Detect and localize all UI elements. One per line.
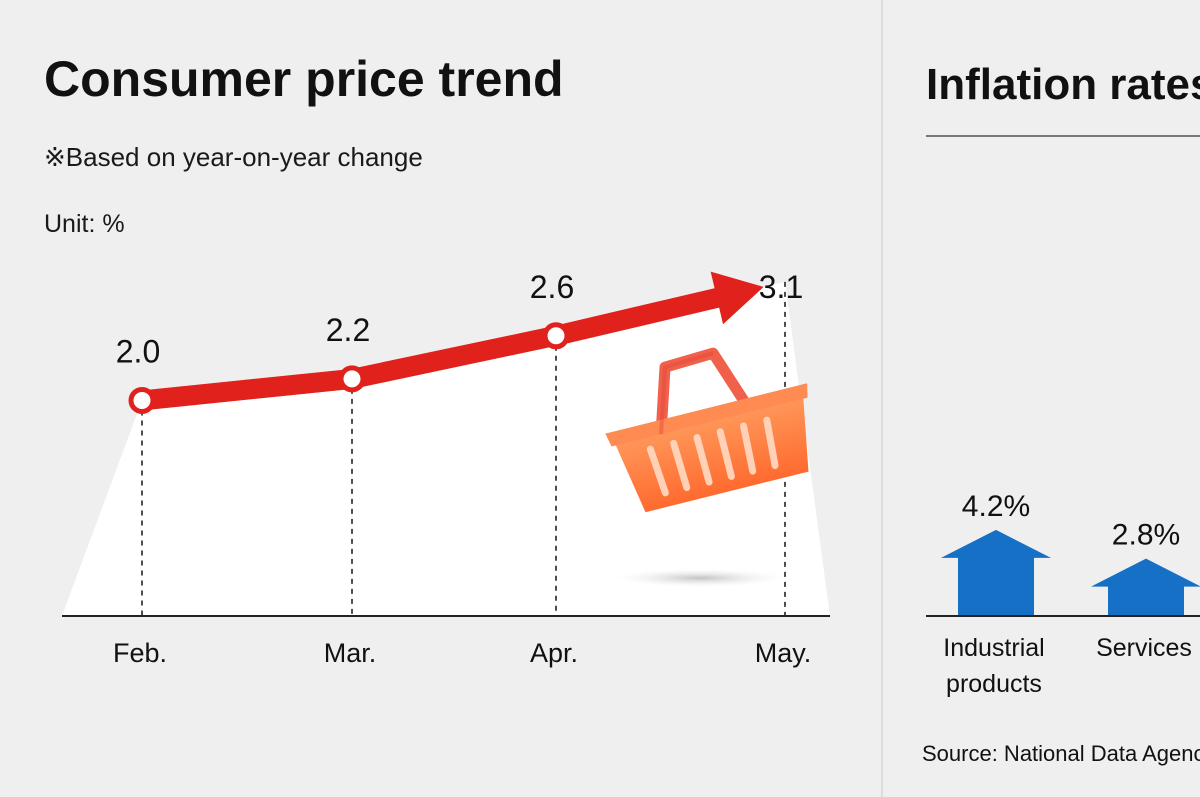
x-tick-label: Mar. (324, 638, 377, 668)
category-label: Services (1096, 634, 1192, 662)
value-label: 2.0 (116, 333, 160, 369)
data-point-marker (128, 386, 156, 414)
trend-line (140, 286, 725, 411)
category-label: Industrial (943, 634, 1044, 662)
value-label: 3.1 (759, 269, 803, 305)
source-note: Source: National Data Agency (922, 741, 1200, 766)
chart-title: Consumer price trend (44, 51, 564, 107)
rate-value-label: 2.8% (1112, 519, 1180, 552)
x-tick-label: May. (755, 638, 812, 668)
inflation-rates-chart: Inflation rates 4.2% Industrial products 2.… (922, 60, 1200, 766)
up-arrow-icon (941, 529, 1051, 616)
data-point-marker (542, 322, 570, 350)
x-tick-label: Feb. (113, 638, 167, 668)
unit-label: Unit: % (44, 210, 125, 238)
consumer-price-chart: Consumer price trend ※Based on year-on-y… (44, 51, 830, 668)
up-arrow-icon (1091, 558, 1200, 616)
area-fill (62, 281, 830, 616)
value-label: 2.6 (530, 269, 574, 305)
data-point-marker (338, 365, 366, 393)
chart-subtitle: ※Based on year-on-year change (44, 142, 423, 172)
x-tick-label: Apr. (530, 638, 578, 668)
category-label: products (946, 670, 1042, 698)
inflation-title: Inflation rates (926, 60, 1200, 109)
rate-value-label: 4.2% (962, 490, 1030, 523)
shopping-basket-icon (605, 347, 809, 587)
value-label: 2.2 (326, 312, 370, 348)
trend-arrowhead (710, 271, 764, 325)
